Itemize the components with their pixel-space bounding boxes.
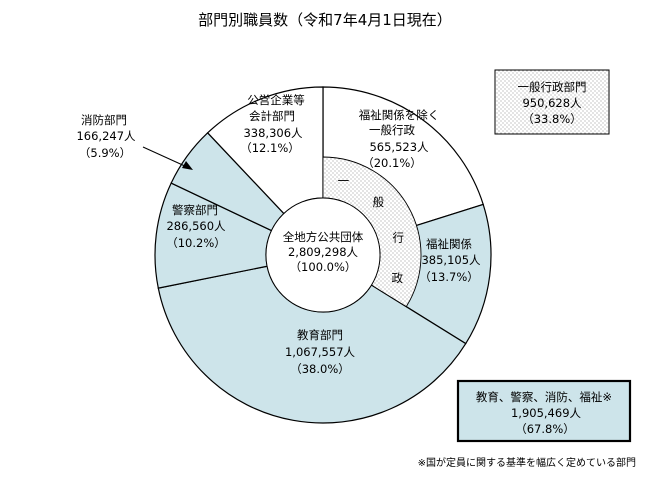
slice-name-fire: 消防部門	[81, 113, 127, 127]
general-admin-band-label: 一般行政	[338, 174, 404, 285]
slice-name-education: 教育部門	[297, 328, 343, 342]
slice-value-welfare-exc: 565,523人	[369, 140, 429, 154]
slice-name-enterprise: 公営企業等	[247, 93, 305, 107]
legend-general-admin: 一般行政部門 950,628人 （33.8%）	[494, 69, 610, 135]
fire-arrow-head	[182, 161, 193, 170]
chart-title: 部門別職員数（令和7年4月1日現在）	[198, 11, 452, 29]
slice-pct-police: （10.2%）	[166, 236, 226, 250]
legend-special: 教育、警察、消防、福祉※ 1,905,469人 （67.8%）	[456, 379, 632, 443]
slice-label-fire: 消防部門 166,247人 （5.9%）	[76, 113, 136, 160]
slice-label-welfare-exc: 福祉関係を除く 一般行政 565,523人 （20.1%）	[359, 108, 440, 170]
slice-value-welfare: 385,105人	[421, 253, 481, 267]
legend-special-box	[456, 379, 632, 443]
legend-general-value: 950,628人	[522, 96, 582, 110]
slice-pct-fire: （5.9%）	[79, 146, 131, 160]
legend-special-name: 教育、警察、消防、福祉※	[476, 390, 612, 404]
slice-label-enterprise: 公営企業等 会計部門 338,306人 （12.1%）	[240, 93, 305, 155]
legend-general-name: 一般行政部門	[518, 80, 587, 94]
center-disc	[265, 197, 381, 313]
slice-name-welfare: 福祉関係	[426, 237, 472, 251]
slice-value-education: 1,067,557人	[285, 345, 356, 359]
footnote: ※国が定員に関する基準を幅広く定めている部門	[418, 456, 636, 469]
center-pct: （100.0%）	[290, 260, 357, 274]
slice-name-police: 警察部門	[172, 203, 218, 217]
slice-value-enterprise: 338,306人	[243, 126, 303, 140]
slice-label-police: 警察部門 286,560人 （10.2%）	[166, 203, 226, 250]
fire-arrow-line	[142, 146, 188, 168]
legend-special-value: 1,905,469人	[511, 406, 582, 420]
fire-label-arrow	[142, 146, 193, 170]
slice-label-education: 教育部門 1,067,557人 （38.0%）	[285, 328, 356, 376]
slice-name2-enterprise: 会計部門	[249, 109, 295, 123]
legend-general-box	[494, 69, 610, 135]
legend-special-pct: （67.8%）	[515, 422, 575, 436]
band-char: 一	[338, 174, 350, 188]
slice-name-welfare-exc: 福祉関係を除く	[359, 108, 440, 122]
slice-pct-education: （38.0%）	[290, 362, 350, 376]
slice-pct-enterprise: （12.1%）	[240, 141, 300, 155]
band-char: 政	[392, 271, 404, 285]
slice-name2-welfare-exc: 一般行政	[369, 123, 415, 137]
slice-value-fire: 166,247人	[76, 129, 136, 143]
donut	[154, 86, 492, 424]
slice-pct-welfare-exc: （20.1%）	[362, 156, 422, 170]
slice-pct-welfare: （13.7%）	[419, 270, 479, 284]
slice-label-welfare: 福祉関係 385,105人 （13.7%）	[419, 237, 481, 284]
center-label: 全地方公共団体 2,809,298人 （100.0%）	[283, 230, 364, 274]
slices	[154, 86, 492, 424]
legend-general-pct: （33.8%）	[522, 112, 582, 126]
band-char: 般	[373, 195, 385, 209]
center-value: 2,809,298人	[288, 245, 359, 259]
band-char: 行	[392, 230, 404, 244]
slice-value-police: 286,560人	[166, 219, 226, 233]
center-name: 全地方公共団体	[283, 230, 364, 244]
